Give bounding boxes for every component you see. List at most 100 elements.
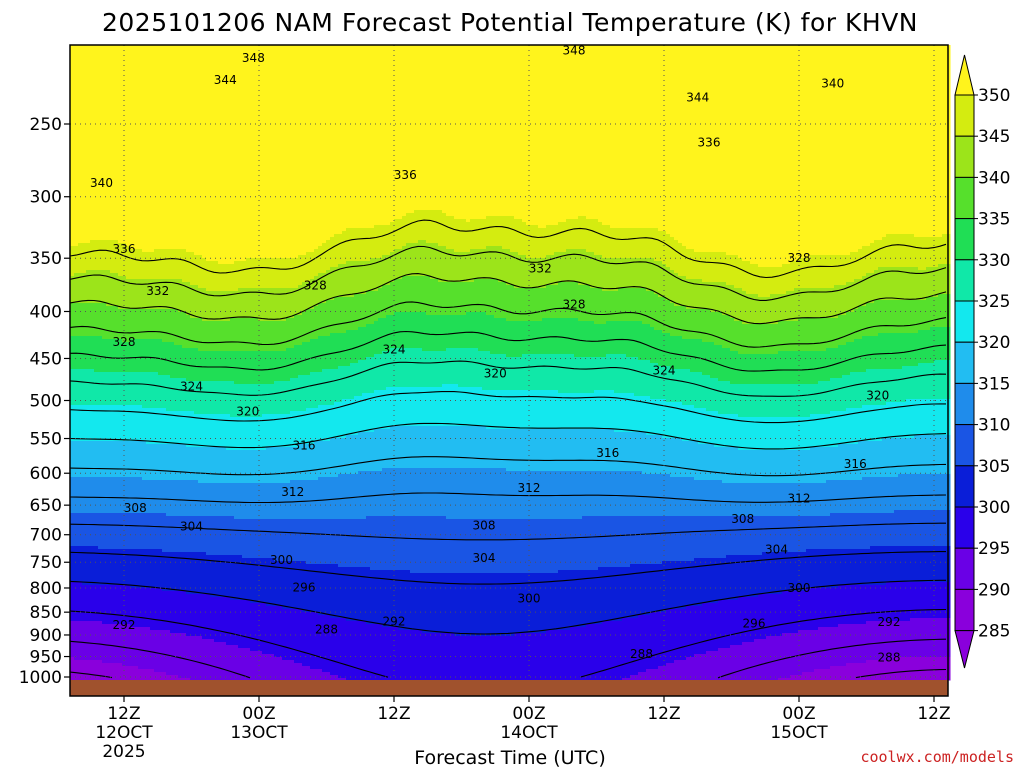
- field-cell: [178, 678, 183, 681]
- field-cell: [850, 252, 855, 283]
- field-cell: [382, 318, 387, 352]
- field-cell: [554, 45, 559, 226]
- field-cell: [362, 45, 367, 229]
- field-cell: [786, 591, 791, 634]
- field-cell: [234, 318, 239, 352]
- field-cell: [606, 258, 611, 292]
- field-cell: [882, 477, 887, 514]
- field-cell: [822, 669, 827, 681]
- field-cell: [734, 645, 739, 681]
- field-cell: [318, 519, 323, 565]
- field-cell: [178, 411, 183, 445]
- field-cell: [426, 573, 431, 634]
- field-cell: [350, 228, 355, 262]
- field-cell: [734, 255, 739, 289]
- field-cell: [178, 633, 183, 679]
- field-cell: [94, 441, 99, 478]
- field-cell: [434, 573, 439, 634]
- field-cell: [646, 615, 651, 670]
- field-cell: [410, 45, 415, 214]
- field-cell: [814, 351, 819, 385]
- field-cell: [70, 303, 75, 337]
- field-cell: [238, 600, 243, 649]
- field-cell: [650, 474, 655, 517]
- field-cell: [802, 516, 807, 553]
- field-cell: [846, 375, 851, 409]
- field-cell: [506, 519, 511, 574]
- field-cell: [790, 321, 795, 352]
- field-cell: [926, 330, 931, 364]
- field-cell: [394, 570, 399, 628]
- field-cell: [382, 255, 387, 286]
- field-cell: [466, 519, 471, 574]
- field-cell: [642, 324, 647, 361]
- field-cell: [206, 351, 211, 382]
- field-cell: [662, 399, 667, 439]
- field-cell: [694, 606, 699, 655]
- field-cell: [342, 366, 347, 400]
- field-cell: [130, 249, 135, 280]
- field-cell: [382, 429, 387, 469]
- field-cell: [386, 429, 391, 469]
- field-cell: [726, 315, 731, 349]
- field-cell: [258, 519, 263, 559]
- field-cell: [446, 573, 451, 634]
- field-cell: [802, 552, 807, 592]
- field-cell: [82, 369, 87, 406]
- field-cell: [474, 249, 479, 280]
- field-cell: [710, 558, 715, 604]
- field-cell: [210, 45, 215, 262]
- field-cell: [554, 354, 559, 391]
- field-cell: [742, 417, 747, 451]
- field-cell: [926, 546, 931, 583]
- field-cell: [786, 450, 791, 484]
- contour-label: 344: [214, 73, 237, 87]
- contour-label: 340: [90, 176, 113, 190]
- field-cell: [386, 570, 391, 628]
- field-cell: [338, 333, 343, 367]
- field-cell: [262, 603, 267, 655]
- field-cell: [702, 375, 707, 409]
- field-cell: [258, 603, 263, 652]
- field-cell: [586, 45, 591, 220]
- field-cell: [646, 324, 651, 361]
- field-cell: [298, 609, 303, 664]
- field-cell: [170, 342, 175, 379]
- field-cell: [654, 363, 659, 400]
- field-cell: [238, 648, 243, 681]
- field-cell: [262, 321, 267, 352]
- field-cell: [510, 285, 515, 322]
- field-cell: [518, 45, 523, 220]
- field-cell: [350, 261, 355, 298]
- credit-link[interactable]: coolwx.com/models: [860, 748, 1014, 766]
- colorbar-label: 315: [978, 374, 1010, 394]
- field-cell: [526, 354, 531, 391]
- field-cell: [790, 417, 795, 451]
- field-cell: [130, 339, 135, 373]
- field-cell: [78, 477, 83, 514]
- field-cell: [874, 240, 879, 271]
- field-cell: [478, 312, 483, 352]
- y-tick-label: 850: [30, 603, 62, 623]
- contour-340: [69, 273, 947, 325]
- contour-label: 344: [686, 91, 709, 105]
- field-cell: [906, 234, 911, 268]
- field-cell: [118, 243, 123, 277]
- field-cell: [254, 483, 259, 520]
- field-cell: [766, 384, 771, 418]
- field-cell: [654, 516, 659, 565]
- field-cell: [446, 426, 451, 469]
- field-cell: [546, 390, 551, 430]
- field-cell: [558, 570, 563, 631]
- field-cell: [182, 249, 187, 283]
- field-cell: [162, 342, 167, 376]
- field-cell: [278, 45, 283, 259]
- field-cell: [342, 231, 347, 265]
- field-cell: [870, 660, 875, 681]
- field-cell: [794, 384, 799, 418]
- field-cell: [142, 45, 147, 253]
- field-cell: [942, 234, 947, 265]
- field-cell: [862, 306, 867, 337]
- field-cell: [190, 285, 195, 319]
- y-tick-label: 500: [30, 392, 62, 412]
